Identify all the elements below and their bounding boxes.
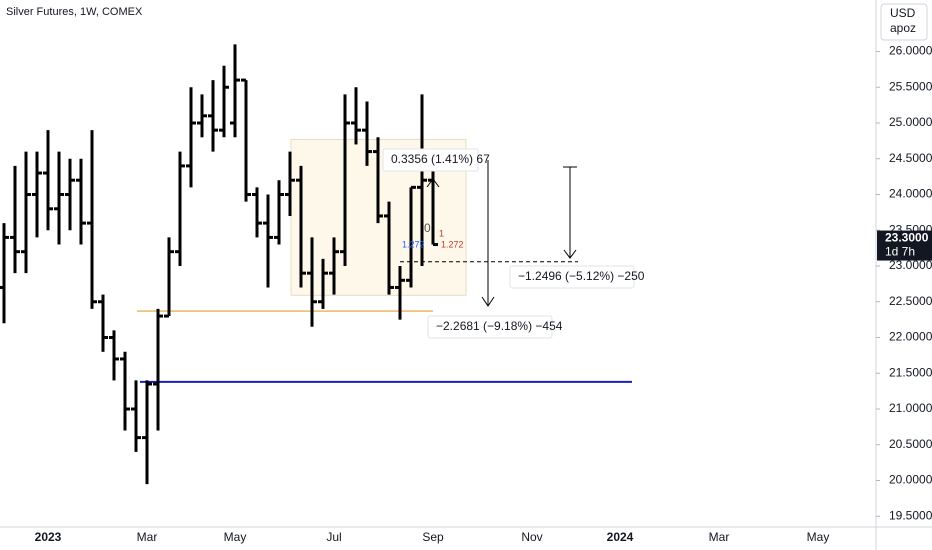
y-tick-label: 20.5000 (889, 437, 932, 451)
currency: USD (890, 6, 916, 20)
x-tick-label: Nov (521, 530, 542, 544)
x-tick-label: May (807, 530, 830, 544)
chart-title: Silver Futures, 1W, COMEX (6, 6, 143, 18)
y-tick-label: 20.0000 (889, 473, 932, 487)
annotation-box (382, 148, 479, 172)
y-tick-label: 19.5000 (889, 508, 932, 522)
x-tick-label: Jul (326, 530, 341, 544)
currency-box[interactable] (880, 3, 928, 41)
annotation: −2.2681 (−9.18%) −454 (436, 319, 563, 333)
fib-label: 1 (439, 228, 444, 238)
arrow-head (481, 296, 495, 307)
y-tick-label: 22.0000 (889, 330, 932, 344)
fib-label: 1.272 (441, 239, 464, 249)
price-tag (877, 230, 932, 261)
y-tick-label: 23.0000 (889, 258, 932, 272)
y-tick-label: 21.5000 (889, 365, 932, 379)
fib-label: 0 (424, 221, 431, 235)
x-tick-label: 2023 (35, 530, 62, 544)
arrow-head (563, 166, 577, 259)
x-tick-label: May (224, 530, 247, 544)
y-tick-label: 25.0000 (889, 115, 932, 129)
annotation: 0.3356 (1.41%) 67 (391, 152, 490, 166)
y-tick-label: 26.0000 (889, 44, 932, 58)
x-tick-label: Sep (422, 530, 444, 544)
arrow-head (426, 178, 440, 188)
price-tag-countdown: 1d 7h (885, 245, 915, 259)
y-tick-label: 24.0000 (889, 187, 932, 201)
fib-label: 1.272 (402, 239, 425, 249)
user: apoz (890, 21, 916, 35)
x-tick-label: Mar (709, 530, 730, 544)
annotation-box (509, 265, 635, 289)
x-tick-label: 2024 (607, 530, 634, 544)
annotation: −1.2496 (−5.12%) −250 (518, 269, 645, 283)
y-tick-label: 25.5000 (889, 79, 932, 93)
x-tick-label: Mar (137, 530, 158, 544)
price-tag-label: 23.3000 (885, 231, 929, 245)
y-tick-label: 22.5000 (889, 294, 932, 308)
y-tick-label: 24.5000 (889, 151, 932, 165)
annotation-box (427, 315, 553, 339)
y-tick-label: 21.0000 (889, 401, 932, 415)
